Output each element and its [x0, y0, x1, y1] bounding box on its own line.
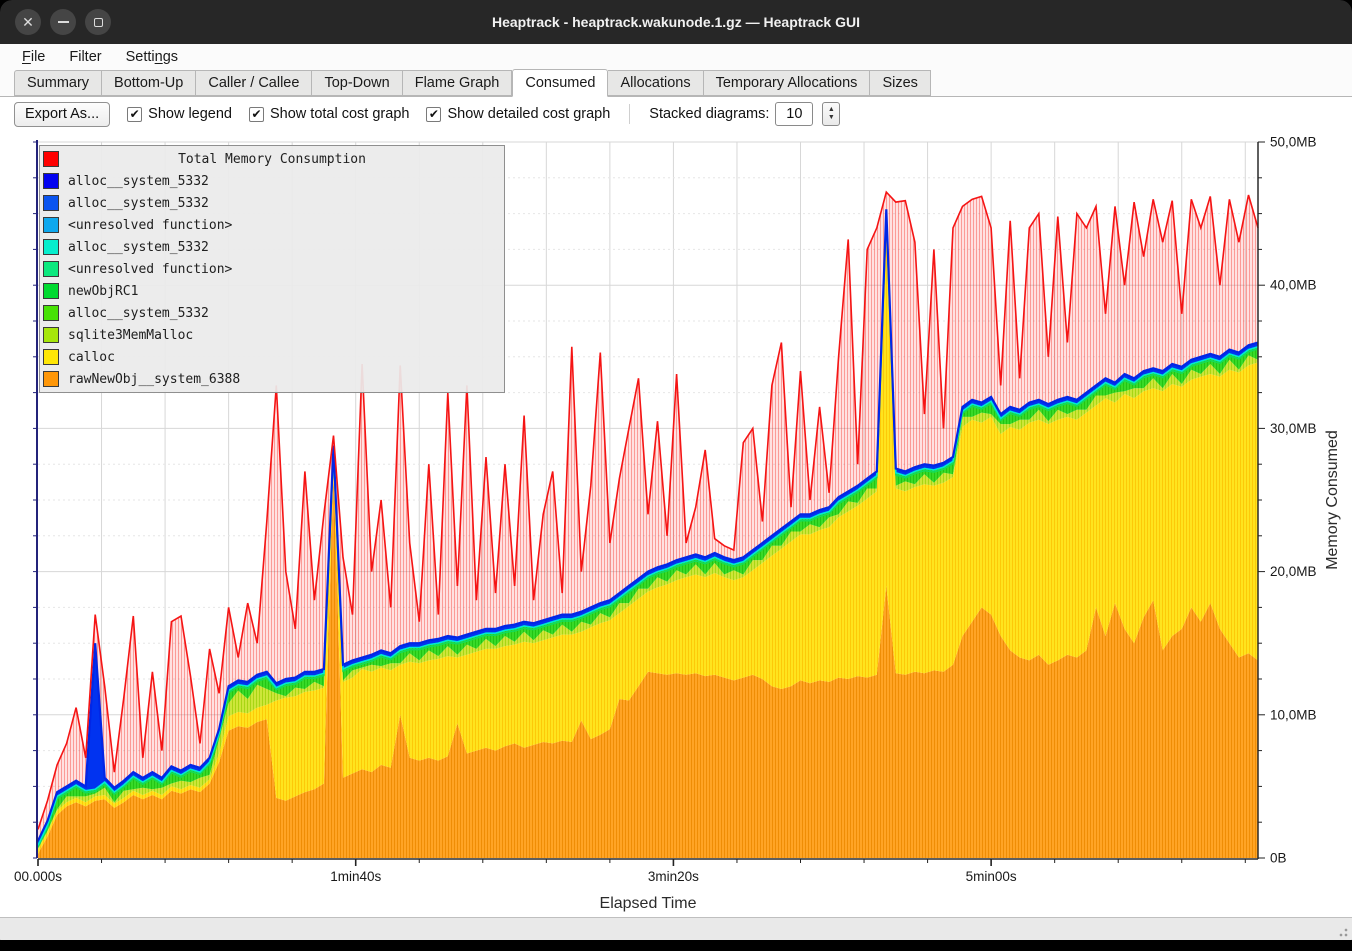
checkbox-label: Show detailed cost graph — [447, 106, 611, 122]
stacked-diagrams-control: Stacked diagrams: 10 ▲ ▼ — [649, 102, 841, 126]
resize-grip[interactable] — [1334, 923, 1348, 937]
x-tick-label: 1min40s — [330, 869, 381, 884]
title-bar[interactable]: ✕ Heaptrack - heaptrack.wakunode.1.gz — … — [0, 0, 1352, 44]
chart-legend: Total Memory Consumption alloc__system_53… — [39, 145, 505, 393]
y-axis-title: Memory Consumed — [1324, 430, 1341, 570]
legend-label: <unresolved function> — [68, 261, 233, 277]
menu-file[interactable]: File — [22, 48, 46, 65]
legend-label: <unresolved function> — [68, 217, 233, 233]
legend-row[interactable]: alloc__system_5332 — [40, 236, 504, 258]
legend-label: calloc — [68, 349, 115, 365]
x-tick-label: 00.000s — [14, 869, 62, 884]
chart-area: 00.000s 1min40s 3min20s 5min00s 0B 10,0MB 20,0… — [0, 131, 1352, 917]
y-tick-label: 20,0MB — [1270, 564, 1317, 579]
toolbar: Export As... ✔ Show legend ✔ Show total cos… — [0, 97, 1352, 131]
legend-swatch — [43, 239, 59, 255]
checkbox-show-total-cost-graph[interactable]: ✔ Show total cost graph — [249, 106, 409, 122]
legend-swatch — [43, 283, 59, 299]
tab-allocations[interactable]: Allocations — [608, 70, 704, 96]
legend-swatch — [43, 151, 59, 167]
minimize-icon — [57, 21, 69, 23]
tab-temporary-allocations[interactable]: Temporary Allocations — [703, 70, 871, 96]
spin-down-icon: ▼ — [827, 114, 835, 121]
legend-swatch — [43, 261, 59, 277]
tab-consumed[interactable]: Consumed — [512, 69, 609, 97]
legend-swatch — [43, 305, 59, 321]
legend-row[interactable]: alloc__system_5332 — [40, 302, 504, 324]
legend-label: newObjRC1 — [68, 283, 139, 299]
stacked-diagrams-input[interactable]: 10 — [775, 102, 814, 126]
window-edge — [0, 940, 1352, 951]
legend-swatch — [43, 371, 59, 387]
maximize-icon — [93, 17, 103, 27]
x-axis-title: Elapsed Time — [600, 895, 697, 912]
checkbox-label: Show legend — [148, 106, 232, 122]
menu-filter[interactable]: Filter — [69, 48, 102, 65]
tab-flame-graph[interactable]: Flame Graph — [402, 70, 513, 96]
legend-label: Total Memory Consumption — [178, 151, 366, 167]
legend-label: alloc__system_5332 — [68, 305, 209, 321]
menu-settings[interactable]: Settings — [125, 48, 179, 65]
menu-bar: File Filter Settings — [0, 44, 1352, 69]
legend-label: sqlite3MemMalloc — [68, 327, 194, 343]
maximize-button[interactable] — [85, 9, 111, 35]
close-button[interactable]: ✕ — [15, 9, 41, 35]
x-tick-label: 5min00s — [966, 869, 1017, 884]
legend-swatch — [43, 349, 59, 365]
legend-label: rawNewObj__system_6388 — [68, 371, 241, 387]
tab-top-down[interactable]: Top-Down — [312, 70, 403, 96]
spin-up-icon: ▲ — [827, 105, 835, 113]
legend-swatch — [43, 327, 59, 343]
y-tick-label: 50,0MB — [1270, 135, 1317, 150]
legend-row[interactable]: calloc — [40, 346, 504, 368]
legend-swatch — [43, 173, 59, 189]
legend-row[interactable]: alloc__system_5332 — [40, 170, 504, 192]
checkbox-show-legend[interactable]: ✔ Show legend — [127, 106, 232, 122]
y-tick-label: 10,0MB — [1270, 707, 1317, 722]
legend-label: alloc__system_5332 — [68, 173, 209, 189]
checkbox-label: Show total cost graph — [270, 106, 410, 122]
tab-bar: Summary Bottom-Up Caller / Callee Top-Down F… — [0, 69, 1352, 97]
legend-label: alloc__system_5332 — [68, 195, 209, 211]
legend-row[interactable]: alloc__system_5332 — [40, 192, 504, 214]
checkbox-show-detailed-cost-graph[interactable]: ✔ Show detailed cost graph — [426, 106, 610, 122]
legend-row[interactable]: Total Memory Consumption — [40, 148, 504, 170]
stacked-diagrams-stepper[interactable]: ▲ ▼ — [822, 102, 841, 126]
checkbox-icon: ✔ — [249, 106, 264, 122]
stacked-diagrams-label: Stacked diagrams: — [649, 106, 770, 122]
tab-caller-callee[interactable]: Caller / Callee — [196, 70, 313, 96]
tab-bottom-up[interactable]: Bottom-Up — [102, 70, 197, 96]
y-tick-label: 40,0MB — [1270, 278, 1317, 293]
checkbox-icon: ✔ — [127, 106, 143, 122]
legend-row[interactable]: sqlite3MemMalloc — [40, 324, 504, 346]
tab-summary[interactable]: Summary — [14, 70, 103, 96]
legend-row[interactable]: rawNewObj__system_6388 — [40, 368, 504, 390]
close-icon: ✕ — [22, 14, 34, 30]
legend-swatch — [43, 195, 59, 211]
legend-swatch — [43, 217, 59, 233]
toolbar-separator — [629, 104, 631, 124]
minimize-button[interactable] — [50, 9, 76, 35]
export-as-button[interactable]: Export As... — [14, 101, 111, 127]
legend-row[interactable]: <unresolved function> — [40, 214, 504, 236]
legend-row[interactable]: <unresolved function> — [40, 258, 504, 280]
legend-row[interactable]: newObjRC1 — [40, 280, 504, 302]
checkbox-icon: ✔ — [426, 106, 442, 122]
y-tick-label: 0B — [1270, 851, 1287, 866]
memory-consumption-chart[interactable]: 00.000s 1min40s 3min20s 5min00s 0B 10,0MB 20,0… — [0, 131, 1352, 919]
x-tick-label: 3min20s — [648, 869, 699, 884]
tab-sizes[interactable]: Sizes — [870, 70, 931, 96]
y-tick-label: 30,0MB — [1270, 421, 1317, 436]
window-title: Heaptrack - heaptrack.wakunode.1.gz — He… — [491, 14, 860, 30]
legend-label: alloc__system_5332 — [68, 239, 209, 255]
status-bar — [0, 917, 1352, 940]
